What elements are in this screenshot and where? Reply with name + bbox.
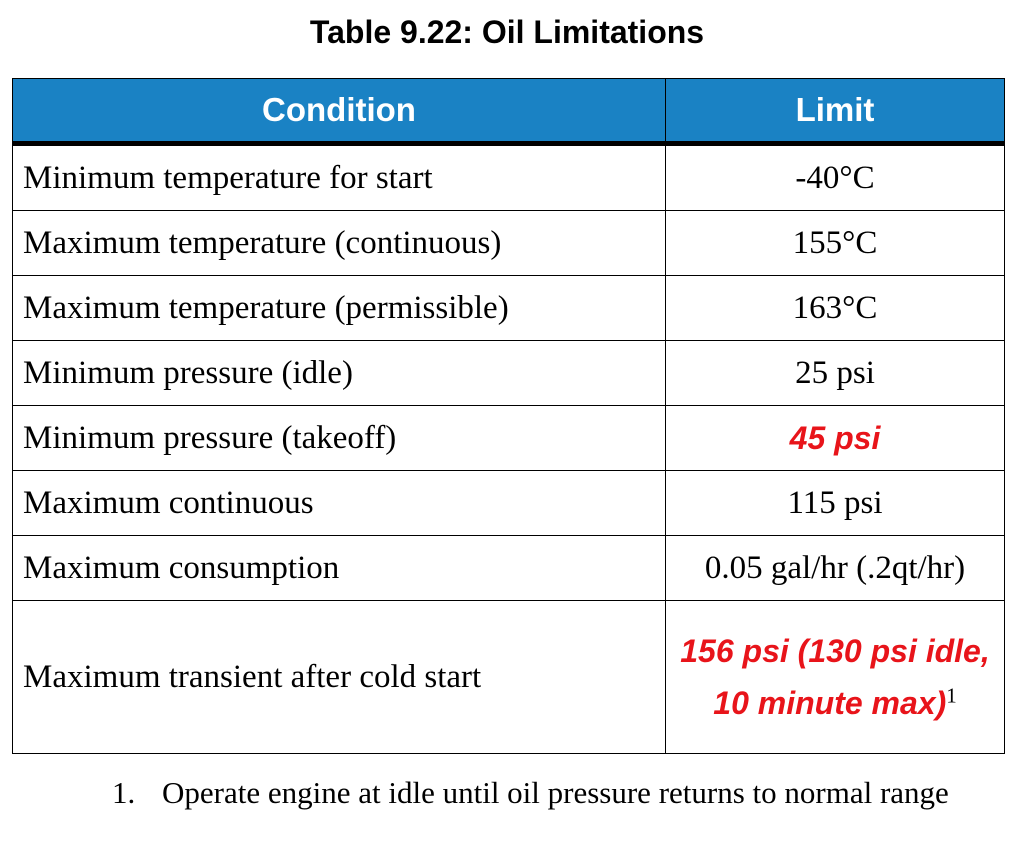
- footnote: 1. Operate engine at idle until oil pres…: [112, 772, 1002, 813]
- table-row: Minimum pressure (takeoff) 45 psi: [12, 405, 1005, 471]
- table-row: Minimum temperature for start -40°C: [12, 143, 1005, 211]
- row-limit: 155°C: [665, 210, 1005, 276]
- table-row: Maximum temperature (permissible) 163°C: [12, 275, 1005, 341]
- table-row: Minimum pressure (idle) 25 psi: [12, 340, 1005, 406]
- limit-value-text: 156 psi (130 psi idle, 10 minute max): [680, 633, 990, 721]
- table-row: Maximum continuous 115 psi: [12, 470, 1005, 536]
- footnote-number: 1.: [112, 775, 136, 810]
- row-limit: 115 psi: [665, 470, 1005, 536]
- row-limit-highlighted: 156 psi (130 psi idle, 10 minute max)1: [665, 600, 1005, 754]
- highlighted-limit-value: 45 psi: [789, 420, 881, 456]
- footnote-text: Operate engine at idle until oil pressur…: [162, 775, 949, 810]
- row-condition: Maximum consumption: [12, 535, 666, 601]
- table-row: Maximum consumption 0.05 gal/hr (.2qt/hr…: [12, 535, 1005, 601]
- footnote-ref: 1: [946, 683, 957, 708]
- row-condition: Maximum temperature (permissible): [12, 275, 666, 341]
- row-limit: 0.05 gal/hr (.2qt/hr): [665, 535, 1005, 601]
- row-condition: Minimum pressure (takeoff): [12, 405, 666, 471]
- row-limit: -40°C: [665, 143, 1005, 211]
- table-title: Table 9.22: Oil Limitations: [309, 14, 705, 50]
- oil-limitations-table: Condition Limit Minimum temperature for …: [12, 78, 1005, 754]
- row-condition: Minimum temperature for start: [12, 143, 666, 211]
- header-limit: Limit: [665, 78, 1005, 146]
- row-limit-highlighted: 45 psi: [665, 405, 1005, 471]
- row-condition: Maximum transient after cold start: [12, 600, 666, 754]
- row-condition: Minimum pressure (idle): [12, 340, 666, 406]
- header-condition: Condition: [12, 78, 666, 146]
- row-limit: 163°C: [665, 275, 1005, 341]
- highlighted-limit-value: 156 psi (130 psi idle, 10 minute max)1: [680, 633, 989, 721]
- table-row: Maximum temperature (continuous) 155°C: [12, 210, 1005, 276]
- row-condition: Maximum continuous: [12, 470, 666, 536]
- row-condition: Maximum temperature (continuous): [12, 210, 666, 276]
- table-header-row: Condition Limit: [12, 78, 1005, 146]
- row-limit: 25 psi: [665, 340, 1005, 406]
- table-row: Maximum transient after cold start 156 p…: [12, 600, 1005, 754]
